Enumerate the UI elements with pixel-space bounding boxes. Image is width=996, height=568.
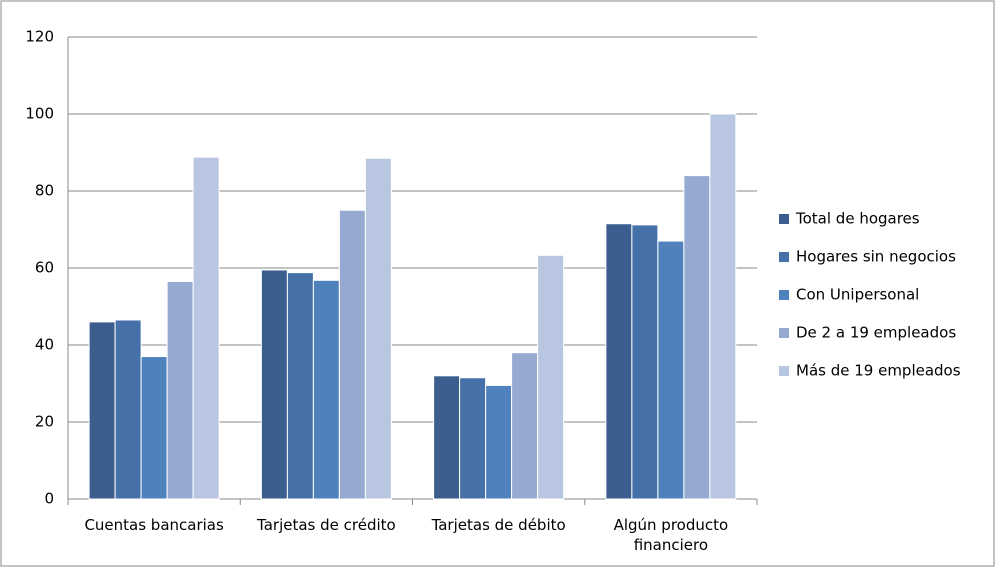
bar xyxy=(485,384,513,500)
legend-swatch xyxy=(779,328,789,338)
bar xyxy=(511,352,539,500)
x-tick-label: Algún producto financiero xyxy=(613,516,729,554)
legend-swatch xyxy=(779,252,789,262)
bar xyxy=(709,113,737,500)
bar xyxy=(433,375,461,500)
legend-label: Más de 19 empleados xyxy=(796,362,961,380)
bar xyxy=(537,254,565,500)
bar xyxy=(605,223,633,500)
y-tick-label: 40 xyxy=(35,336,54,354)
y-tick-label: 120 xyxy=(25,28,54,46)
y-tick-label: 20 xyxy=(35,413,54,431)
x-tick-label: Tarjetas de crédito xyxy=(257,516,396,534)
legend-label: Hogares sin negocios xyxy=(796,248,956,266)
bar xyxy=(459,377,487,500)
bar xyxy=(683,175,711,500)
bar xyxy=(192,156,220,500)
bar xyxy=(166,280,194,500)
bar xyxy=(312,279,340,500)
x-tick-label: Cuentas bancarias xyxy=(84,516,224,534)
legend-label: Total de hogares xyxy=(795,210,920,228)
legend-swatch xyxy=(779,290,789,300)
x-tick-label: Tarjetas de débito xyxy=(431,516,566,534)
legend-swatch xyxy=(779,366,789,376)
bar xyxy=(657,240,685,500)
bar xyxy=(114,319,142,500)
y-tick-label: 0 xyxy=(44,490,54,508)
bar xyxy=(140,356,168,500)
bar xyxy=(338,209,366,500)
y-tick-label: 80 xyxy=(35,182,54,200)
legend-label: Con Unipersonal xyxy=(796,286,919,304)
y-tick-label: 100 xyxy=(25,105,54,123)
bar xyxy=(286,272,314,500)
bar xyxy=(260,269,288,500)
y-tick-label: 60 xyxy=(35,259,54,277)
bar xyxy=(88,321,116,500)
bar xyxy=(631,224,659,500)
bar xyxy=(364,157,392,500)
legend-label: De 2 a 19 empleados xyxy=(796,324,956,342)
legend-swatch xyxy=(779,214,789,224)
